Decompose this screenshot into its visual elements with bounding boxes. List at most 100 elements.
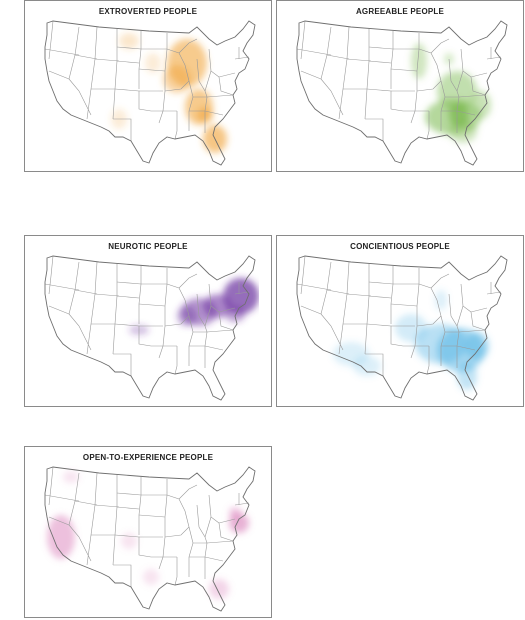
state-border <box>218 307 236 313</box>
state-border <box>86 26 98 120</box>
state-border <box>390 266 394 324</box>
us-map-svg <box>44 466 256 612</box>
us-map-svg <box>44 255 259 401</box>
us-outline <box>296 255 508 401</box>
density-blob <box>63 471 79 483</box>
state-border <box>300 305 322 315</box>
state-border <box>48 305 70 315</box>
state-border <box>470 311 486 331</box>
density-blob <box>145 53 161 73</box>
state-border <box>196 504 208 544</box>
state-border <box>189 345 224 351</box>
us-map-svg <box>44 20 256 166</box>
state-border <box>458 94 486 98</box>
density-blob <box>225 306 245 322</box>
state-border <box>456 305 464 327</box>
state-border <box>204 70 212 92</box>
state-border <box>158 33 168 124</box>
state-border <box>430 273 450 289</box>
state-border <box>418 283 442 317</box>
panel-title: EXTROVERTED PEOPLE <box>98 7 198 16</box>
us-map-neurotic <box>39 254 259 402</box>
panel-concientious: CONCIENTIOUS PEOPLE <box>276 235 524 407</box>
panel-open: OPEN-TO-EXPERIENCE PEOPLE <box>24 446 272 618</box>
state-border <box>164 315 190 327</box>
state-border <box>368 295 392 299</box>
state-border <box>448 293 460 333</box>
state-border <box>365 353 384 376</box>
state-border <box>300 70 322 80</box>
state-border <box>441 110 476 116</box>
us-map-extroverted <box>39 19 259 167</box>
state-border <box>486 56 502 60</box>
density-blob <box>47 515 75 559</box>
state-border <box>44 283 80 291</box>
state-border <box>486 291 502 295</box>
state-border <box>445 331 460 368</box>
state-border <box>296 283 332 291</box>
state-border <box>366 88 404 112</box>
state-border <box>364 264 370 355</box>
density-blob <box>223 278 259 314</box>
panel-title: CONCIENTIOUS PEOPLE <box>350 242 450 251</box>
state-border <box>116 281 142 285</box>
us-map-open <box>39 465 259 613</box>
state-border <box>158 268 168 359</box>
state-border <box>112 29 118 120</box>
state-border <box>178 273 198 289</box>
state-border <box>189 110 224 116</box>
state-border <box>320 261 344 351</box>
state-border <box>158 479 168 570</box>
density-blob <box>465 332 489 360</box>
us-outline <box>44 20 256 166</box>
state-border <box>188 315 194 366</box>
density-blob <box>415 324 467 364</box>
state-border <box>234 291 250 295</box>
state-border <box>196 58 208 98</box>
state-border <box>74 500 98 506</box>
state-border <box>364 29 370 120</box>
state-border <box>166 283 190 317</box>
state-border <box>164 80 190 92</box>
state-border <box>138 68 166 72</box>
state-border <box>346 293 372 297</box>
state-border <box>470 76 486 96</box>
state-border <box>116 492 142 496</box>
state-border <box>116 506 140 510</box>
state-border <box>44 494 80 502</box>
state-border <box>234 502 250 506</box>
density-blob <box>457 362 477 390</box>
state-border <box>138 514 166 518</box>
us-outline <box>44 255 256 401</box>
us-map-agreeable <box>291 19 511 167</box>
state-border <box>68 261 92 351</box>
state-border <box>440 315 446 366</box>
state-border <box>430 38 450 54</box>
state-border <box>390 68 418 72</box>
state-border <box>48 516 70 526</box>
state-border <box>116 295 140 299</box>
state-border <box>114 534 152 558</box>
state-border <box>113 118 132 141</box>
state-border <box>296 48 332 56</box>
state-border <box>138 31 142 89</box>
state-border <box>166 494 190 528</box>
state-border <box>368 281 394 285</box>
state-border <box>188 526 194 577</box>
state-border <box>470 72 488 78</box>
state-border <box>368 46 394 50</box>
state-border <box>44 48 80 56</box>
panel-title: AGREEABLE PEOPLE <box>355 7 445 16</box>
us-map-concientious <box>291 254 511 402</box>
state-border <box>326 289 350 295</box>
state-border <box>206 94 234 98</box>
state-border <box>218 311 234 331</box>
density-blob <box>395 314 427 342</box>
state-border <box>112 264 118 355</box>
state-border <box>178 484 198 500</box>
state-border <box>94 293 120 297</box>
state-border <box>138 266 142 324</box>
density-blob <box>411 43 427 79</box>
state-border <box>113 564 132 587</box>
state-border <box>206 540 234 544</box>
